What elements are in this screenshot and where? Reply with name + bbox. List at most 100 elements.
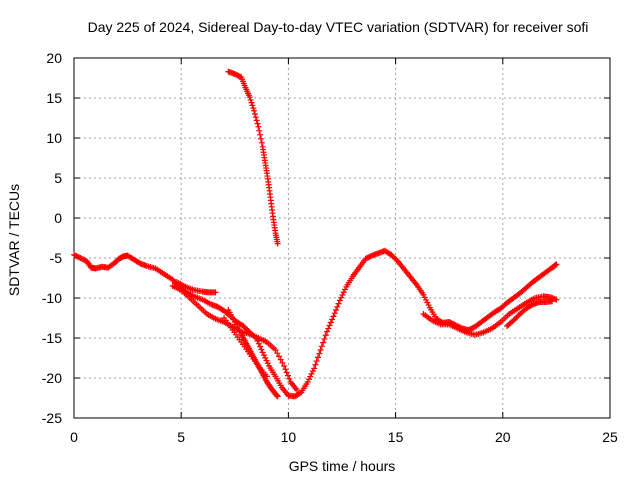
data-point <box>305 376 312 383</box>
data-point <box>260 352 267 359</box>
y-tick-label: -5 <box>50 250 63 266</box>
data-point <box>293 387 300 393</box>
data-point <box>309 368 316 375</box>
x-tick-label: 25 <box>602 429 618 445</box>
data-point <box>342 286 349 293</box>
y-tick-label: -10 <box>42 290 62 306</box>
data-point <box>272 347 279 353</box>
data-point <box>320 339 327 346</box>
x-tick-label: 20 <box>495 429 511 445</box>
data-point <box>322 332 329 339</box>
data-point <box>283 369 290 376</box>
tick-labels: 0 5 10 15 20 25 -25 -20 -15 -10 -5 0 5 10 15 20 <box>42 50 618 445</box>
grid-layer <box>74 58 610 418</box>
data-point <box>331 310 338 317</box>
series-track-tail-right <box>504 298 556 329</box>
data-point <box>553 261 560 268</box>
y-tick-label: 0 <box>54 210 62 226</box>
series-track-main <box>71 247 560 400</box>
data-point <box>249 102 256 109</box>
data-point <box>334 303 341 310</box>
data-point <box>262 354 269 361</box>
data-point <box>552 262 559 269</box>
data-point <box>330 313 337 320</box>
data-point <box>311 365 318 372</box>
data-point <box>274 240 281 247</box>
data-point <box>258 346 265 353</box>
x-tick-label: 0 <box>70 429 78 445</box>
y-tick-label: -15 <box>42 330 62 346</box>
data-point <box>308 370 315 377</box>
data-point <box>275 353 282 360</box>
data-point <box>257 343 264 350</box>
y-tick-label: -20 <box>42 370 62 386</box>
data-point <box>274 393 281 400</box>
data-point <box>329 316 336 323</box>
data-point <box>327 319 334 326</box>
data-point <box>316 350 323 357</box>
data-point <box>313 358 320 365</box>
data-point <box>307 373 314 380</box>
y-tick-label: 20 <box>46 50 62 66</box>
data-points <box>71 68 560 400</box>
data-point <box>326 322 333 329</box>
data-point <box>335 300 342 307</box>
data-point <box>277 356 284 363</box>
y-axis-label: SDTVAR / TECUs <box>6 184 22 296</box>
series-branch-short <box>221 315 270 380</box>
data-point <box>258 139 265 146</box>
series-branch-mid <box>173 279 219 296</box>
data-point <box>304 379 311 385</box>
data-point <box>332 307 339 313</box>
data-point <box>553 296 560 303</box>
data-point <box>247 96 254 103</box>
data-point <box>252 114 259 121</box>
data-point <box>336 297 343 304</box>
series-segment-descent <box>225 68 281 247</box>
data-point <box>263 357 270 364</box>
data-point <box>318 343 325 350</box>
data-point <box>251 111 258 117</box>
data-point <box>264 360 271 367</box>
data-point <box>259 349 266 356</box>
data-point <box>251 107 258 114</box>
data-point <box>284 372 291 379</box>
data-point <box>279 359 286 366</box>
data-point <box>254 120 261 127</box>
data-point <box>263 373 270 380</box>
data-point <box>323 328 330 335</box>
data-point <box>256 127 263 134</box>
data-point <box>255 340 262 347</box>
data-point <box>317 347 324 353</box>
series-branch-steep <box>225 307 281 400</box>
data-point <box>257 135 264 142</box>
x-axis-label: GPS time / hours <box>289 458 396 474</box>
data-point <box>286 375 293 382</box>
data-point <box>325 325 332 332</box>
data-point <box>248 99 255 106</box>
data-point <box>253 117 260 124</box>
data-point <box>212 289 219 296</box>
data-point <box>340 289 347 296</box>
data-point <box>314 354 321 361</box>
data-point <box>246 94 253 101</box>
data-point <box>250 105 257 112</box>
data-point <box>255 123 262 130</box>
data-point <box>339 291 346 298</box>
y-tick-label: -25 <box>42 410 62 426</box>
data-point <box>321 335 328 342</box>
y-tick-label: 10 <box>46 130 62 146</box>
chart-title: Day 225 of 2024, Sidereal Day-to-day VTE… <box>88 19 589 35</box>
data-point <box>281 363 288 369</box>
x-tick-label: 15 <box>388 429 404 445</box>
x-tick-label: 10 <box>281 429 297 445</box>
y-tick-label: 15 <box>46 90 62 106</box>
data-point <box>282 366 289 373</box>
x-tick-label: 5 <box>177 429 185 445</box>
data-point <box>312 361 319 368</box>
y-tick-label: 5 <box>54 170 62 186</box>
data-point <box>274 350 281 357</box>
data-point <box>549 298 556 305</box>
plot-frame <box>73 57 611 419</box>
